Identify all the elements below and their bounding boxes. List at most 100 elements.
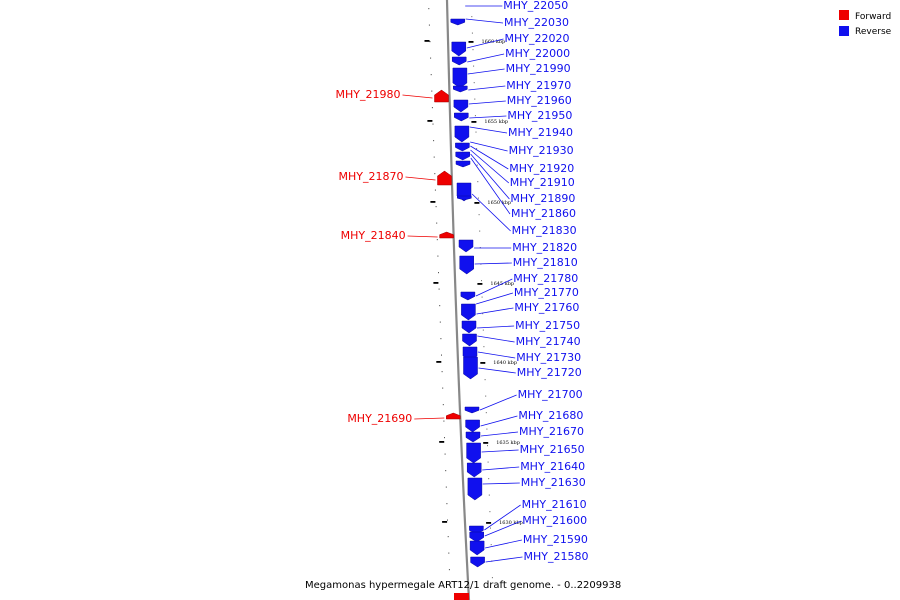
- scale-tick-label: 1640 kbp: [493, 360, 517, 366]
- reverse-gene-leader: [468, 85, 506, 91]
- reverse-gene-label[interactable]: MHY_21590: [523, 533, 588, 546]
- forward-gene-arrow[interactable]: [446, 412, 461, 420]
- reverse-gene-label[interactable]: MHY_21960: [507, 94, 572, 107]
- reverse-gene-label[interactable]: MHY_21640: [520, 460, 585, 473]
- reverse-gene-label[interactable]: MHY_21680: [518, 409, 583, 422]
- reverse-gene-arrow[interactable]: [453, 99, 469, 113]
- minor-tick: [440, 338, 442, 340]
- reverse-gene-label[interactable]: MHY_21860: [511, 207, 576, 220]
- reverse-gene-label[interactable]: MHY_22000: [505, 47, 570, 60]
- forward-gene-arrow[interactable]: [437, 170, 452, 186]
- reverse-gene-arrow[interactable]: [458, 239, 474, 253]
- reverse-gene-arrow[interactable]: [451, 56, 467, 66]
- reverse-gene-arrow[interactable]: [455, 151, 470, 161]
- reverse-gene-arrow[interactable]: [467, 477, 483, 501]
- reverse-gene-arrow[interactable]: [470, 556, 485, 568]
- reverse-gene-arrow[interactable]: [454, 125, 470, 143]
- reverse-gene-arrow[interactable]: [469, 531, 484, 543]
- reverse-gene-label[interactable]: MHY_21630: [521, 476, 586, 489]
- minor-tick: [439, 305, 441, 307]
- reverse-gene-leader: [475, 278, 513, 297]
- reverse-gene-leader: [481, 449, 519, 453]
- reverse-gene-arrow[interactable]: [451, 41, 467, 57]
- minor-tick: [441, 371, 443, 373]
- reverse-gene-arrow[interactable]: [466, 442, 481, 464]
- reverse-gene-arrow[interactable]: [453, 85, 468, 93]
- reverse-gene-label[interactable]: MHY_21990: [506, 62, 571, 75]
- minor-tick: [428, 8, 430, 10]
- minor-tick: [431, 107, 433, 109]
- reverse-gene-label[interactable]: MHY_21830: [512, 224, 577, 237]
- major-tick-right: [468, 41, 474, 43]
- reverse-gene-label[interactable]: MHY_21930: [509, 144, 574, 157]
- minor-tick: [474, 115, 476, 117]
- minor-tick: [477, 181, 479, 183]
- reverse-gene-arrow[interactable]: [450, 18, 466, 26]
- legend-reverse-swatch: [839, 26, 849, 36]
- minor-tick: [444, 437, 445, 439]
- minor-tick: [445, 470, 447, 472]
- reverse-gene-label[interactable]: MHY_21780: [513, 272, 578, 285]
- scale-tick-label: 1630 kbp: [499, 520, 523, 526]
- reverse-gene-leader: [485, 556, 523, 563]
- minor-tick: [448, 552, 450, 554]
- reverse-gene-label[interactable]: MHY_21910: [510, 176, 575, 189]
- reverse-gene-label[interactable]: MHY_22020: [505, 32, 570, 45]
- minor-tick: [490, 544, 492, 546]
- reverse-gene-leader: [477, 335, 515, 343]
- reverse-gene-label[interactable]: MHY_21600: [522, 514, 587, 527]
- reverse-gene-label[interactable]: MHY_21610: [522, 498, 587, 511]
- minor-tick: [482, 313, 484, 315]
- reverse-gene-arrow[interactable]: [454, 112, 469, 122]
- reverse-gene-label[interactable]: MHY_22030: [504, 16, 569, 29]
- minor-tick: [483, 346, 485, 348]
- reverse-gene-label[interactable]: MHY_21920: [509, 162, 574, 175]
- reverse-gene-arrow[interactable]: [452, 67, 468, 89]
- forward-gene-label[interactable]: MHY_21840: [341, 229, 406, 242]
- reverse-gene-label[interactable]: MHY_21650: [520, 443, 585, 456]
- reverse-gene-label[interactable]: MHY_21670: [519, 425, 584, 438]
- reverse-gene-leader: [484, 520, 522, 537]
- reverse-gene-label[interactable]: MHY_21720: [517, 366, 582, 379]
- reverse-gene-label[interactable]: MHY_21750: [515, 319, 580, 332]
- minor-tick-marks: [428, 8, 493, 579]
- reverse-gene-label[interactable]: MHY_21890: [510, 192, 575, 205]
- scale-tick-label: 1650 kbp: [487, 200, 511, 206]
- forward-gene-label[interactable]: MHY_21980: [336, 88, 401, 101]
- reverse-gene-label[interactable]: MHY_21700: [518, 388, 583, 401]
- minor-tick: [438, 288, 440, 290]
- reverse-gene-arrow[interactable]: [462, 333, 477, 347]
- reverse-gene-label[interactable]: MHY_21940: [508, 126, 573, 139]
- reverse-gene-arrow[interactable]: [455, 142, 470, 152]
- reverse-gene-arrow[interactable]: [465, 431, 481, 443]
- forward-gene-arrow[interactable]: [439, 231, 454, 239]
- forward-gene-label[interactable]: MHY_21690: [347, 412, 412, 425]
- reverse-gene-arrow[interactable]: [457, 195, 472, 201]
- reverse-gene-label[interactable]: MHY_22050: [503, 0, 568, 12]
- minor-tick: [430, 74, 432, 76]
- reverse-gene-leader: [479, 394, 517, 411]
- reverse-gene-arrow[interactable]: [455, 160, 471, 168]
- minor-tick: [432, 123, 434, 125]
- reverse-gene-label[interactable]: MHY_21950: [507, 109, 572, 122]
- reverse-gene-label[interactable]: MHY_21760: [514, 301, 579, 314]
- reverse-gene-leader: [469, 115, 507, 119]
- forward-gene-arrow[interactable]: [434, 89, 449, 103]
- reverse-gene-arrow[interactable]: [464, 406, 480, 414]
- reverse-gene-label[interactable]: MHY_21810: [513, 256, 578, 269]
- reverse-gene-arrow[interactable]: [461, 320, 477, 334]
- reverse-gene-arrow[interactable]: [463, 356, 478, 380]
- reverse-gene-arrow[interactable]: [459, 255, 474, 275]
- reverse-gene-label[interactable]: MHY_21730: [516, 351, 581, 364]
- reverse-gene-arrow[interactable]: [465, 419, 480, 433]
- reverse-gene-label[interactable]: MHY_21580: [524, 550, 589, 563]
- reverse-gene-label[interactable]: MHY_21770: [514, 286, 579, 299]
- reverse-gene-arrow[interactable]: [469, 540, 485, 556]
- forward-gene-label[interactable]: MHY_21870: [339, 170, 404, 183]
- reverse-gene-arrow[interactable]: [460, 291, 476, 301]
- reverse-gene-label[interactable]: MHY_21970: [506, 79, 571, 92]
- reverse-gene-label[interactable]: MHY_21820: [512, 241, 577, 254]
- reverse-gene-arrow[interactable]: [466, 462, 482, 478]
- reverse-gene-arrow[interactable]: [461, 303, 476, 321]
- reverse-gene-label[interactable]: MHY_21740: [516, 335, 581, 348]
